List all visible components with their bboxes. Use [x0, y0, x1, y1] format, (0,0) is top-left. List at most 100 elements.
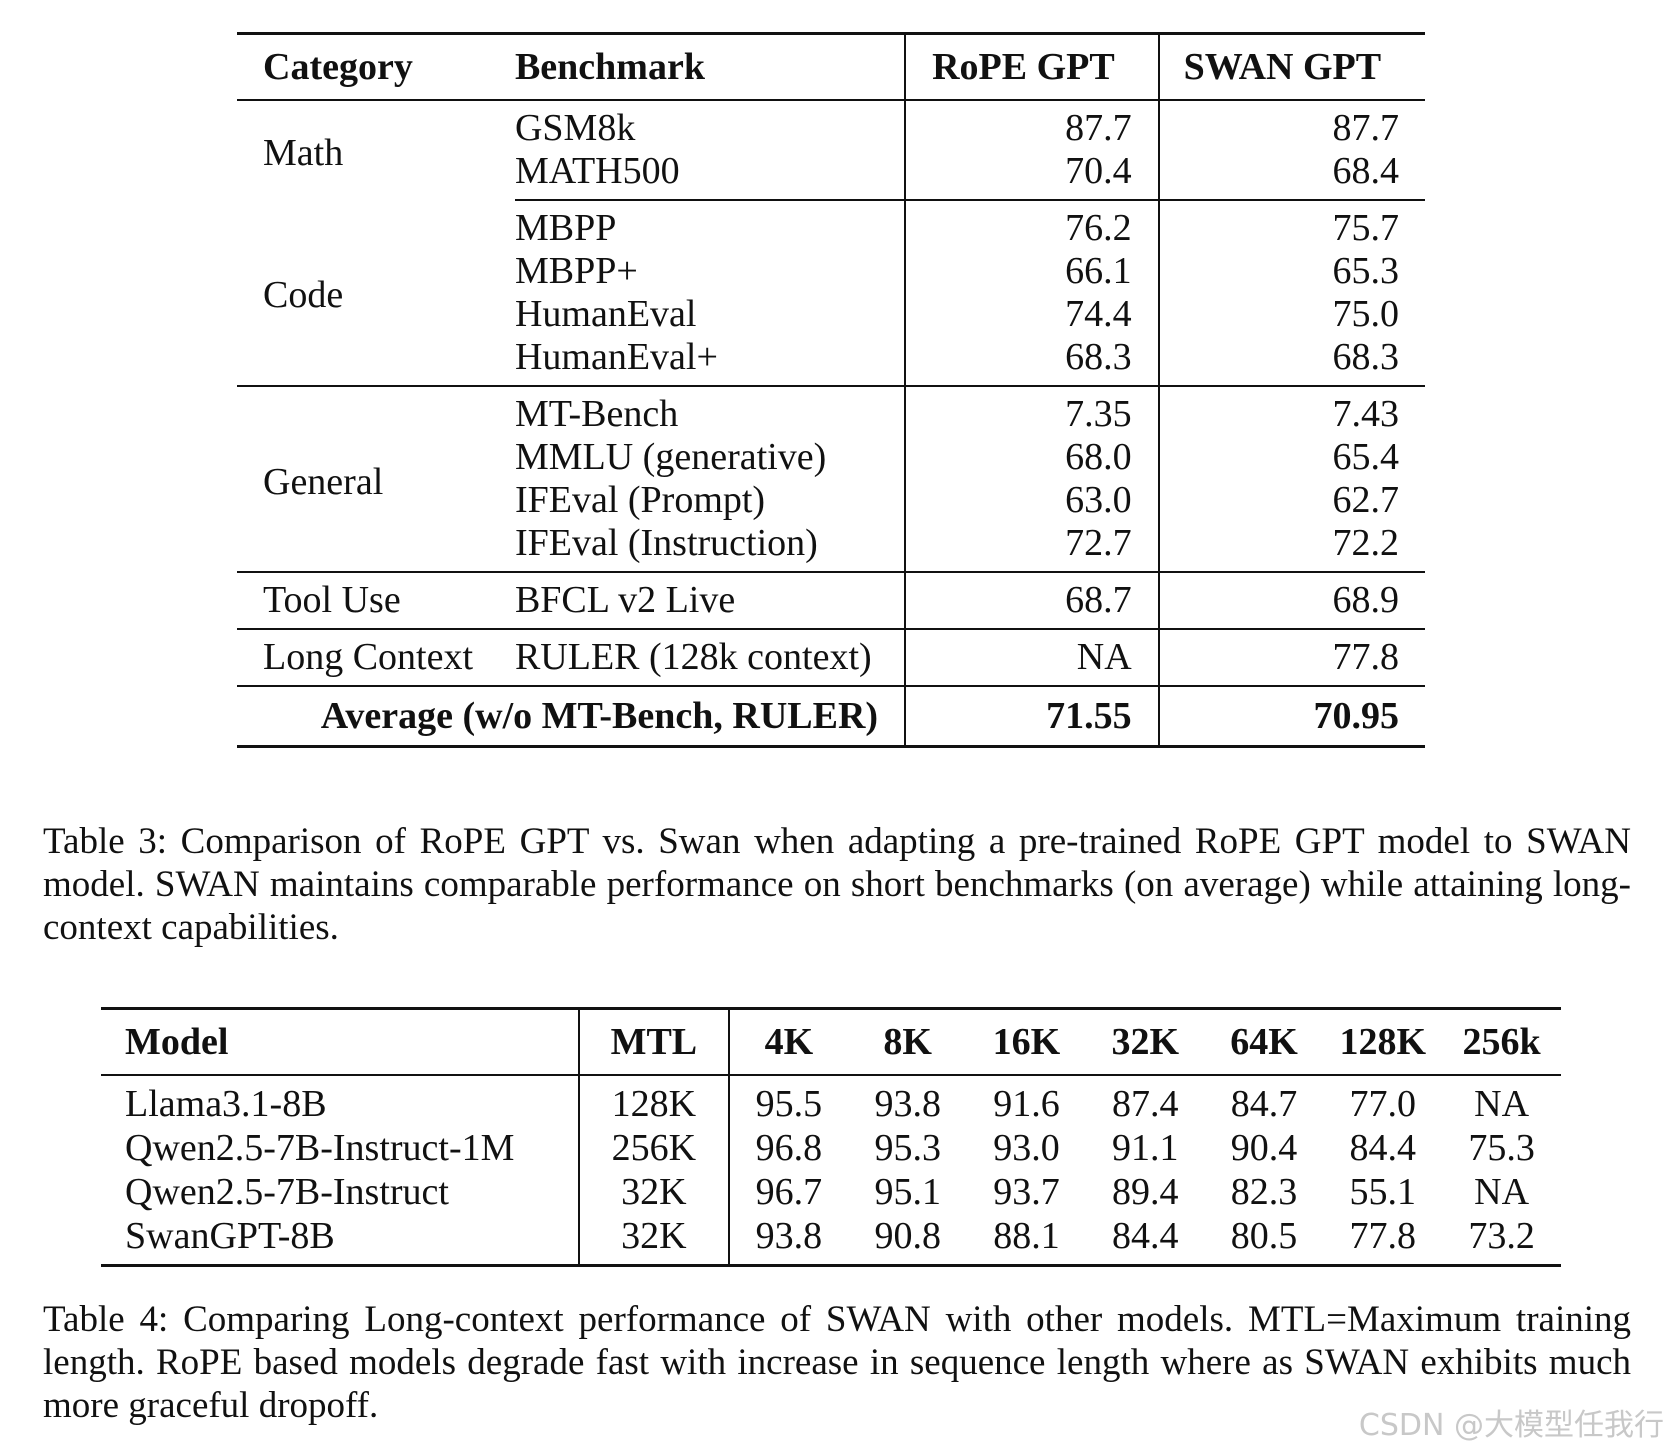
swan-value: 77.8 [1157, 629, 1425, 687]
score-128k: 84.4 [1349, 1127, 1417, 1169]
table-4-caption: Table 4: Comparing Long-context performa… [43, 1298, 1631, 1427]
table-row: MBPP+ 66.1 65.3 [237, 250, 1425, 293]
score-8k: 90.8 [848, 1214, 968, 1267]
score-256k: 75.3 [1468, 1127, 1535, 1169]
score-16k: 93.7 [993, 1171, 1060, 1213]
category-cell: Tool Use [237, 572, 515, 630]
table-3-caption: Table 3: Comparison of RoPE GPT vs. Swan… [43, 820, 1631, 949]
score-16k: 88.1 [967, 1214, 1086, 1267]
header-swan-gpt: SWAN GPT [1157, 32, 1425, 101]
table-row: Qwen2.5-7B-Instruct-1M 256K 96.8 95.3 93… [101, 1126, 1561, 1170]
rope-value: 7.35 [904, 386, 1159, 436]
category-cell: Math [263, 132, 344, 174]
model-name: Llama3.1-8B [125, 1083, 327, 1125]
table-row: Qwen2.5-7B-Instruct 32K 96.7 95.1 93.7 8… [101, 1170, 1561, 1214]
score-4k: 96.7 [727, 1170, 849, 1214]
header-256k: 256k [1442, 1007, 1561, 1076]
swan-value: 87.7 [1157, 100, 1425, 150]
table-3-header-row: Category Benchmark RoPE GPT SWAN GPT [237, 32, 1425, 101]
average-label: Average (w/o MT-Bench, RULER) [237, 686, 906, 748]
header-32k: 32K [1085, 1007, 1205, 1076]
caption-text: Comparison of RoPE GPT vs. Swan when ada… [43, 821, 1632, 948]
score-4k: 93.8 [727, 1214, 849, 1267]
benchmark-cell: MBPP [514, 207, 617, 249]
score-256k: NA [1474, 1171, 1530, 1213]
header-64k: 64K [1204, 1007, 1324, 1076]
swan-value: 68.3 [1157, 336, 1425, 387]
category-cell: Code [237, 200, 515, 387]
benchmark-cell: MMLU (generative) [514, 436, 827, 478]
swan-value: 75.0 [1157, 293, 1425, 336]
category-cell: General [237, 386, 515, 573]
rope-value: NA [904, 629, 1159, 687]
rope-value: 87.7 [904, 100, 1159, 150]
header-mtl: MTL [578, 1007, 729, 1076]
score-128k: 55.1 [1349, 1171, 1417, 1213]
swan-value: 7.43 [1157, 386, 1425, 436]
table-row: HumanEval 74.4 75.0 [237, 293, 1425, 336]
swan-value: 65.4 [1157, 436, 1425, 479]
table-row: MMLU (generative) 68.0 65.4 [237, 436, 1425, 479]
swan-value: 75.7 [1157, 200, 1425, 250]
rope-value: 66.1 [904, 250, 1159, 293]
rope-value: 76.2 [904, 200, 1159, 250]
mtl-value: 32K [578, 1214, 729, 1267]
swan-value: 72.2 [1157, 522, 1425, 573]
benchmark-cell: MT-Bench [514, 393, 679, 435]
average-swan-value: 70.95 [1157, 686, 1425, 748]
benchmark-cell: HumanEval [514, 293, 697, 335]
swan-value: 68.4 [1157, 150, 1425, 201]
swan-value: 62.7 [1157, 479, 1425, 522]
benchmark-cell: GSM8k [514, 107, 636, 149]
score-4k: 96.8 [727, 1126, 849, 1170]
table-row: General MT-Bench 7.35 7.43 [237, 386, 1425, 573]
table-row: IFEval (Prompt) 63.0 62.7 [237, 479, 1425, 522]
score-32k: 91.1 [1111, 1127, 1179, 1169]
score-64k: 90.4 [1230, 1127, 1298, 1169]
header-4k: 4K [727, 1007, 849, 1076]
swan-value: 68.9 [1157, 572, 1425, 630]
model-name: Qwen2.5-7B-Instruct-1M [125, 1127, 515, 1169]
score-4k: 95.5 [727, 1075, 849, 1126]
model-name: SwanGPT-8B [101, 1214, 580, 1267]
score-16k: 93.0 [993, 1127, 1060, 1169]
header-benchmark: Benchmark [514, 32, 906, 101]
rope-value: 72.7 [904, 522, 1159, 573]
header-8k: 8K [848, 1007, 968, 1076]
score-32k: 84.4 [1085, 1214, 1205, 1267]
benchmark-cell: IFEval (Instruction) [514, 522, 906, 573]
score-32k: 89.4 [1111, 1171, 1179, 1213]
mtl-value: 32K [578, 1170, 729, 1214]
table-4: Model MTL 4K 8K 16K 32K 64K 128K 256k Ll… [101, 1007, 1561, 1267]
category-cell: Long Context [237, 629, 515, 687]
table-3: Category Benchmark RoPE GPT SWAN GPT Mat… [237, 32, 1425, 748]
caption-label: Table 3: [43, 821, 168, 862]
table-row: Math GSM8k 87.7 87.7 [237, 100, 1425, 174]
rope-value: 68.3 [904, 336, 1159, 387]
score-128k: 77.0 [1349, 1083, 1417, 1125]
header-128k: 128K [1323, 1007, 1443, 1076]
benchmark-cell: HumanEval+ [514, 336, 906, 387]
rope-value: 68.0 [904, 436, 1159, 479]
score-8k: 93.8 [874, 1083, 941, 1125]
swan-value: 65.3 [1157, 250, 1425, 293]
score-32k: 87.4 [1111, 1083, 1179, 1125]
score-8k: 95.1 [874, 1171, 941, 1213]
mtl-value: 256K [578, 1126, 729, 1170]
rope-value: 74.4 [904, 293, 1159, 336]
mtl-value: 128K [578, 1075, 729, 1126]
table-row: Code MBPP 76.2 75.7 [237, 200, 1425, 387]
score-256k: NA [1474, 1083, 1530, 1125]
average-row: Average (w/o MT-Bench, RULER) 71.55 70.9… [237, 686, 1425, 748]
table-row: Long Context RULER (128k context) NA 77.… [237, 629, 1425, 687]
table-row: HumanEval+ 68.3 68.3 [237, 336, 1425, 387]
table-row: IFEval (Instruction) 72.7 72.2 [237, 522, 1425, 573]
header-16k: 16K [967, 1007, 1086, 1076]
benchmark-cell: MBPP+ [514, 250, 638, 292]
score-128k: 77.8 [1323, 1214, 1443, 1267]
caption-text: Comparing Long-context performance of SW… [43, 1299, 1632, 1426]
model-name: Qwen2.5-7B-Instruct [125, 1171, 449, 1213]
score-8k: 95.3 [874, 1127, 941, 1169]
benchmark-cell: IFEval (Prompt) [514, 479, 766, 521]
score-256k: 73.2 [1442, 1214, 1561, 1267]
